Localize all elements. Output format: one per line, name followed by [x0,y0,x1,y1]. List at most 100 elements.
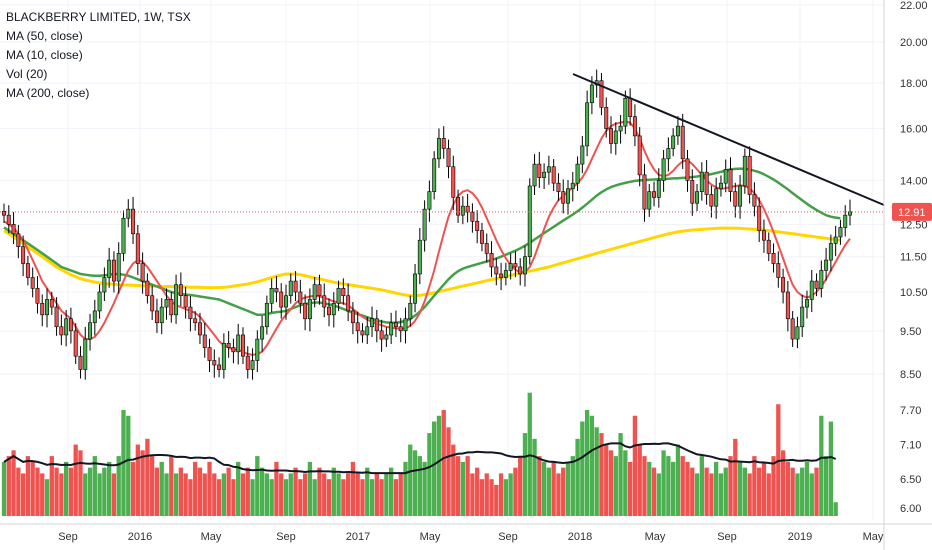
candle-body [307,299,312,320]
candle-body [771,253,776,264]
volume-bar [771,456,776,516]
volume-bar [752,456,757,516]
volume-bar [145,438,150,516]
candle-body [355,322,360,332]
candle-body [761,230,766,241]
legend-title[interactable]: BLACKBERRY LIMITED, 1W, TSX [6,10,191,24]
candle-body [59,326,64,336]
volume-tick-label: 6.50 [900,474,921,486]
volume-bar [317,467,322,516]
volume-bar [183,473,188,516]
volume-bar [632,415,638,516]
volume-bar [675,444,681,516]
candle-body [805,299,809,308]
candle-body [714,188,719,207]
volume-bar [83,473,88,516]
volume-ma-line [3,442,837,475]
volume-bar [11,450,16,516]
volume-bar [599,433,604,516]
candle-body [723,169,728,184]
candle-body [25,263,30,278]
volume-bar [255,456,260,516]
candle-body [68,318,73,332]
legend-ma50[interactable]: MA (50, close) [6,29,83,43]
volume-bar [785,461,791,516]
volume-bar [489,479,494,516]
candle-body [556,182,561,192]
volume-bar [16,467,21,516]
volume-bar [403,461,408,516]
volume-tick-label: 7.70 [900,405,921,417]
candle-body [575,163,580,184]
trendline [572,73,885,206]
candle-body [202,334,207,348]
candle-body [747,155,752,195]
candle-body [451,166,456,198]
volume-bar [20,473,26,516]
candle-body [150,295,155,312]
legend-ma10[interactable]: MA (10, close) [6,48,83,62]
volume-bar [59,473,64,516]
price-tick-label: 12.50 [900,219,928,231]
candle-body [699,171,704,192]
candle-body [317,284,322,297]
volume-bar [828,421,834,516]
volume-bar [656,473,661,516]
volume-bar [6,456,11,516]
volume-bar [766,473,771,516]
candle-body [6,214,11,225]
legend-vol[interactable]: Vol (20) [6,67,48,81]
candle-body [427,191,432,210]
volume-bar [728,456,733,516]
candle-body [260,326,265,340]
candle-body [527,185,532,258]
candle-body [814,280,819,289]
volume-bar [379,479,384,516]
volume-bar [671,461,676,516]
volume-bar [250,479,255,516]
volume-bar [408,444,413,516]
volume-bar [360,479,365,516]
candle-body [456,197,461,216]
candle-body [49,299,54,308]
volume-bar [661,450,666,516]
candle-body [131,208,136,235]
time-tick-label: May [645,531,666,543]
volume-bar [780,450,786,516]
volume-bar [283,479,289,516]
candle-body [226,342,231,348]
candle-body [613,130,618,144]
volume-bar [809,473,814,516]
time-tick-label: 2019 [788,531,812,543]
time-tick-label: May [420,531,441,543]
volume-bar [575,438,580,516]
candle-body [704,171,709,195]
volume-bar [508,473,513,516]
candle-body [284,295,288,308]
candle-body [322,295,327,308]
volume-bar [245,467,250,516]
volume-bar [546,467,552,516]
price-candles [2,69,852,380]
volume-bar [537,456,542,516]
volume-bar [226,467,231,516]
candle-body [833,236,838,244]
candle-body [403,318,408,332]
candle-body [154,310,159,324]
legend-ma200[interactable]: MA (200, close) [6,86,90,100]
volume-bar [73,444,78,516]
candle-body [637,135,642,176]
candle-body [331,302,336,316]
volume-bar [269,479,274,516]
candle-body [513,263,518,268]
candle-body [494,266,499,275]
candle-body [671,135,676,149]
candle-body [97,291,102,312]
candle-body [111,259,116,282]
candle-body [384,334,389,340]
price-tick-label: 14.00 [900,175,928,187]
volume-bar [322,473,327,516]
volume-tick-label: 7.10 [900,440,921,452]
volume-bar [231,479,236,516]
